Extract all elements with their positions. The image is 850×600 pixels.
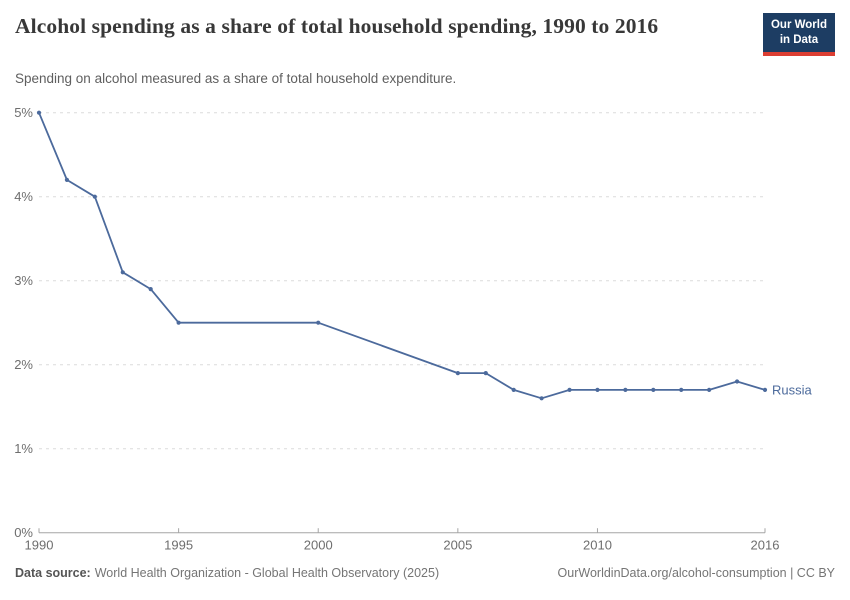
chart-subtitle: Spending on alcohol measured as a share …	[15, 71, 457, 86]
data-point[interactable]	[595, 387, 600, 392]
x-tick-label: 2000	[304, 538, 333, 553]
footer-separator: |	[786, 566, 797, 580]
page-title: Alcohol spending as a share of total hou…	[15, 14, 659, 38]
data-point[interactable]	[120, 270, 125, 275]
x-tick-label: 1995	[164, 538, 193, 553]
license-link[interactable]: CC BY	[796, 566, 835, 580]
chart-footer: Data source: World Health Organization - …	[15, 566, 835, 580]
data-point[interactable]	[148, 287, 153, 292]
data-point[interactable]	[176, 320, 181, 325]
data-point[interactable]	[316, 320, 321, 325]
data-point[interactable]	[651, 387, 656, 392]
data-point[interactable]	[762, 387, 768, 392]
data-point[interactable]	[483, 371, 488, 376]
data-point[interactable]	[539, 396, 544, 401]
data-point[interactable]	[707, 387, 712, 392]
owid-logo[interactable]: Our World in Data	[762, 13, 835, 56]
x-tick-label: 2016	[751, 538, 780, 553]
y-tick-label: 4%	[14, 189, 33, 204]
data-point[interactable]	[64, 177, 70, 182]
data-source-text: World Health Organization - Global Healt…	[94, 566, 440, 580]
x-axis: 1990 1995 2000 2005 2010 2016	[25, 528, 780, 553]
y-tick-label: 5%	[14, 105, 33, 120]
owid-logo-line1: Our World	[770, 19, 827, 31]
series-layer	[36, 110, 768, 401]
x-tick-label: 1990	[25, 538, 54, 553]
footer-links: OurWorldinData.org/alcohol-consumption |…	[558, 566, 835, 580]
owid-logo-line2: in Data	[779, 33, 819, 46]
y-tick-label: 1%	[14, 441, 33, 456]
data-source-note: Data source: World Health Organization - …	[15, 566, 439, 580]
data-point[interactable]	[679, 387, 684, 392]
x-tick-label: 2010	[583, 538, 612, 553]
data-line[interactable]	[38, 112, 766, 400]
data-point[interactable]	[734, 379, 740, 384]
data-source-label: Data source:	[15, 566, 91, 580]
data-point[interactable]	[567, 387, 572, 392]
y-tick-label: 0%	[14, 525, 33, 540]
entity-label-russia[interactable]: Russia	[772, 382, 813, 397]
owid-link[interactable]: OurWorldinData.org/alcohol-consumption	[557, 566, 787, 580]
data-point[interactable]	[455, 371, 460, 376]
chart-canvas[interactable]: 0% 1% 2% 3% 4% 5% 1990 1995 2000 2005 2010 2016 Ru…	[0, 0, 850, 565]
y-tick-label: 2%	[14, 357, 33, 372]
data-point[interactable]	[92, 194, 97, 199]
x-tick-label: 2005	[443, 538, 472, 553]
data-point[interactable]	[511, 387, 516, 392]
y-grid: 0% 1% 2% 3% 4% 5%	[14, 105, 765, 540]
data-point[interactable]	[623, 387, 628, 392]
y-tick-label: 3%	[14, 273, 33, 288]
data-point[interactable]	[36, 110, 42, 115]
